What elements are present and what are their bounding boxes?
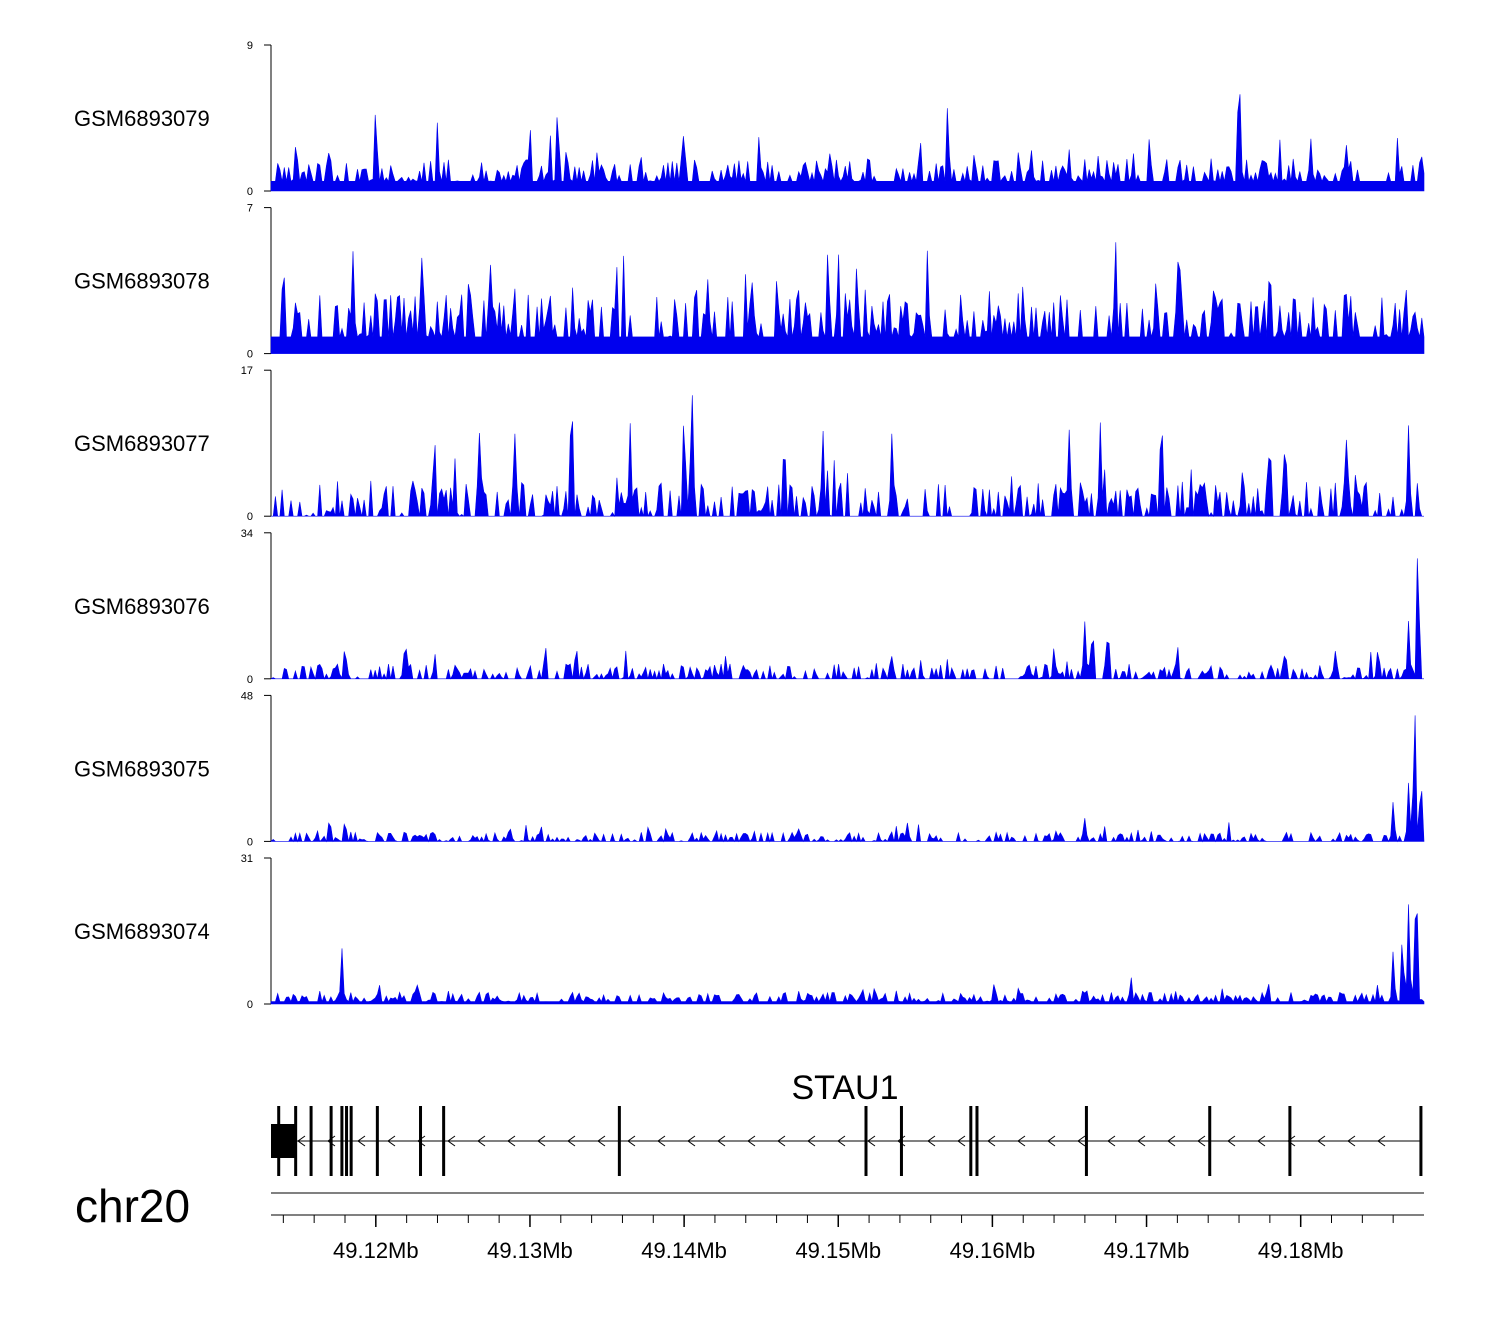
genome-axis: chr20 49.12Mb 49.13Mb 49.14Mb 49.15Mb 49.16M… (75, 1180, 1424, 1263)
x-tick-label: 49.15Mb (795, 1238, 881, 1263)
exon-12 (864, 1106, 868, 1176)
gene-label-stau1: STAU1 (791, 1069, 898, 1107)
coverage-area (270, 94, 1425, 192)
exon-19 (1419, 1106, 1423, 1176)
exon-7 (349, 1106, 353, 1176)
y-tick-label-min: 0 (247, 836, 253, 848)
strand-arrow (627, 1135, 636, 1147)
strand-arrow (1347, 1135, 1356, 1147)
exon-9 (419, 1106, 423, 1176)
track-gsm6893075: GSM6893075 48 0 (74, 690, 1425, 848)
y-tick-label-max: 31 (241, 853, 253, 865)
exon-11 (617, 1106, 621, 1176)
exon-1 (277, 1106, 281, 1176)
y-tick-label-max: 17 (241, 365, 253, 377)
y-tick-label-max: 34 (241, 528, 253, 540)
coverage-area (270, 558, 1424, 680)
y-tick-label-max: 9 (247, 40, 253, 52)
strand-arrow (1317, 1135, 1326, 1147)
y-tick-label-min: 0 (247, 349, 253, 361)
y-tick-label-max: 7 (247, 203, 253, 215)
strand-arrow (1077, 1135, 1086, 1147)
track-label: GSM6893079 (74, 106, 210, 131)
exon-16 (1084, 1106, 1088, 1176)
strand-arrow (507, 1135, 516, 1147)
strand-arrow (747, 1135, 756, 1147)
coverage-area (270, 242, 1425, 354)
strand-arrow (1257, 1135, 1266, 1147)
strand-arrow (987, 1135, 996, 1147)
y-tick-label-min: 0 (247, 674, 253, 686)
exon-14 (969, 1106, 973, 1176)
coverage-area (271, 395, 1424, 518)
track-label: GSM6893077 (74, 431, 210, 456)
x-tick-label: 49.14Mb (641, 1238, 727, 1263)
track-label: GSM6893076 (74, 594, 210, 619)
y-tick-label-min: 0 (247, 511, 253, 523)
strand-arrow (1047, 1135, 1056, 1147)
strand-arrow (777, 1135, 786, 1147)
strand-arrow (957, 1135, 966, 1147)
exon-2 (294, 1106, 298, 1176)
strand-arrow (1227, 1135, 1236, 1147)
track-gsm6893078: GSM6893078 7 0 (74, 203, 1425, 361)
track-label: GSM6893074 (74, 919, 210, 944)
strand-arrow (1017, 1135, 1026, 1147)
exon-4 (329, 1106, 333, 1176)
track-gsm6893074: GSM6893074 31 0 (74, 853, 1425, 1011)
strand-arrow (297, 1135, 306, 1147)
strand-arrow (447, 1135, 456, 1147)
x-tick-label: 49.17Mb (1104, 1238, 1190, 1263)
exon-13 (899, 1106, 903, 1176)
strand-arrow (1287, 1135, 1296, 1147)
track-gsm6893077: GSM6893077 17 0 (74, 365, 1424, 523)
strand-arrow (927, 1135, 936, 1147)
exon-15 (975, 1106, 979, 1176)
exon-10 (442, 1106, 446, 1176)
y-tick-label-min: 0 (247, 186, 253, 198)
track-gsm6893076: GSM6893076 34 0 (74, 528, 1424, 686)
y-tick-label-max: 48 (241, 690, 253, 702)
strand-arrow (1197, 1135, 1206, 1147)
exon-3 (309, 1106, 313, 1176)
strand-arrow (567, 1135, 576, 1147)
strand-arrow (837, 1135, 846, 1147)
strand-arrow (597, 1135, 606, 1147)
exon-8 (375, 1106, 379, 1176)
exon-18 (1288, 1106, 1292, 1176)
strand-arrow (327, 1135, 336, 1147)
exon-5 (340, 1106, 344, 1176)
coverage-tracks: GSM689307990GSM689307870GSM6893077170GSM… (74, 40, 1425, 1011)
strand-arrow (357, 1135, 366, 1147)
chromosome-label: chr20 (75, 1180, 190, 1232)
strand-arrow (687, 1135, 696, 1147)
strand-arrow (717, 1135, 726, 1147)
strand-arrow (417, 1135, 426, 1147)
strand-arrow (1137, 1135, 1146, 1147)
exon-6 (345, 1106, 349, 1176)
x-tick-label: 49.13Mb (487, 1238, 573, 1263)
strand-arrow (387, 1135, 396, 1147)
x-tick-label: 49.18Mb (1258, 1238, 1344, 1263)
exon-17 (1208, 1106, 1212, 1176)
strand-arrow (537, 1135, 546, 1147)
strand-arrow (477, 1135, 486, 1147)
gene-model-track: STAU1 (271, 1069, 1423, 1176)
track-gsm6893079: GSM6893079 9 0 (74, 40, 1425, 198)
strand-arrow (867, 1135, 876, 1147)
strand-arrow (1377, 1135, 1386, 1147)
strand-arrow (657, 1135, 666, 1147)
utr-block (271, 1124, 296, 1158)
track-label: GSM6893075 (74, 756, 210, 781)
track-label: GSM6893078 (74, 269, 210, 294)
y-tick-label-min: 0 (247, 999, 253, 1011)
coverage-area (270, 904, 1425, 1005)
x-tick-label: 49.12Mb (333, 1238, 419, 1263)
strand-arrow (807, 1135, 816, 1147)
strand-arrow (1107, 1135, 1116, 1147)
coverage-area (270, 715, 1425, 843)
strand-arrow (1167, 1135, 1176, 1147)
x-tick-label: 49.16Mb (950, 1238, 1036, 1263)
